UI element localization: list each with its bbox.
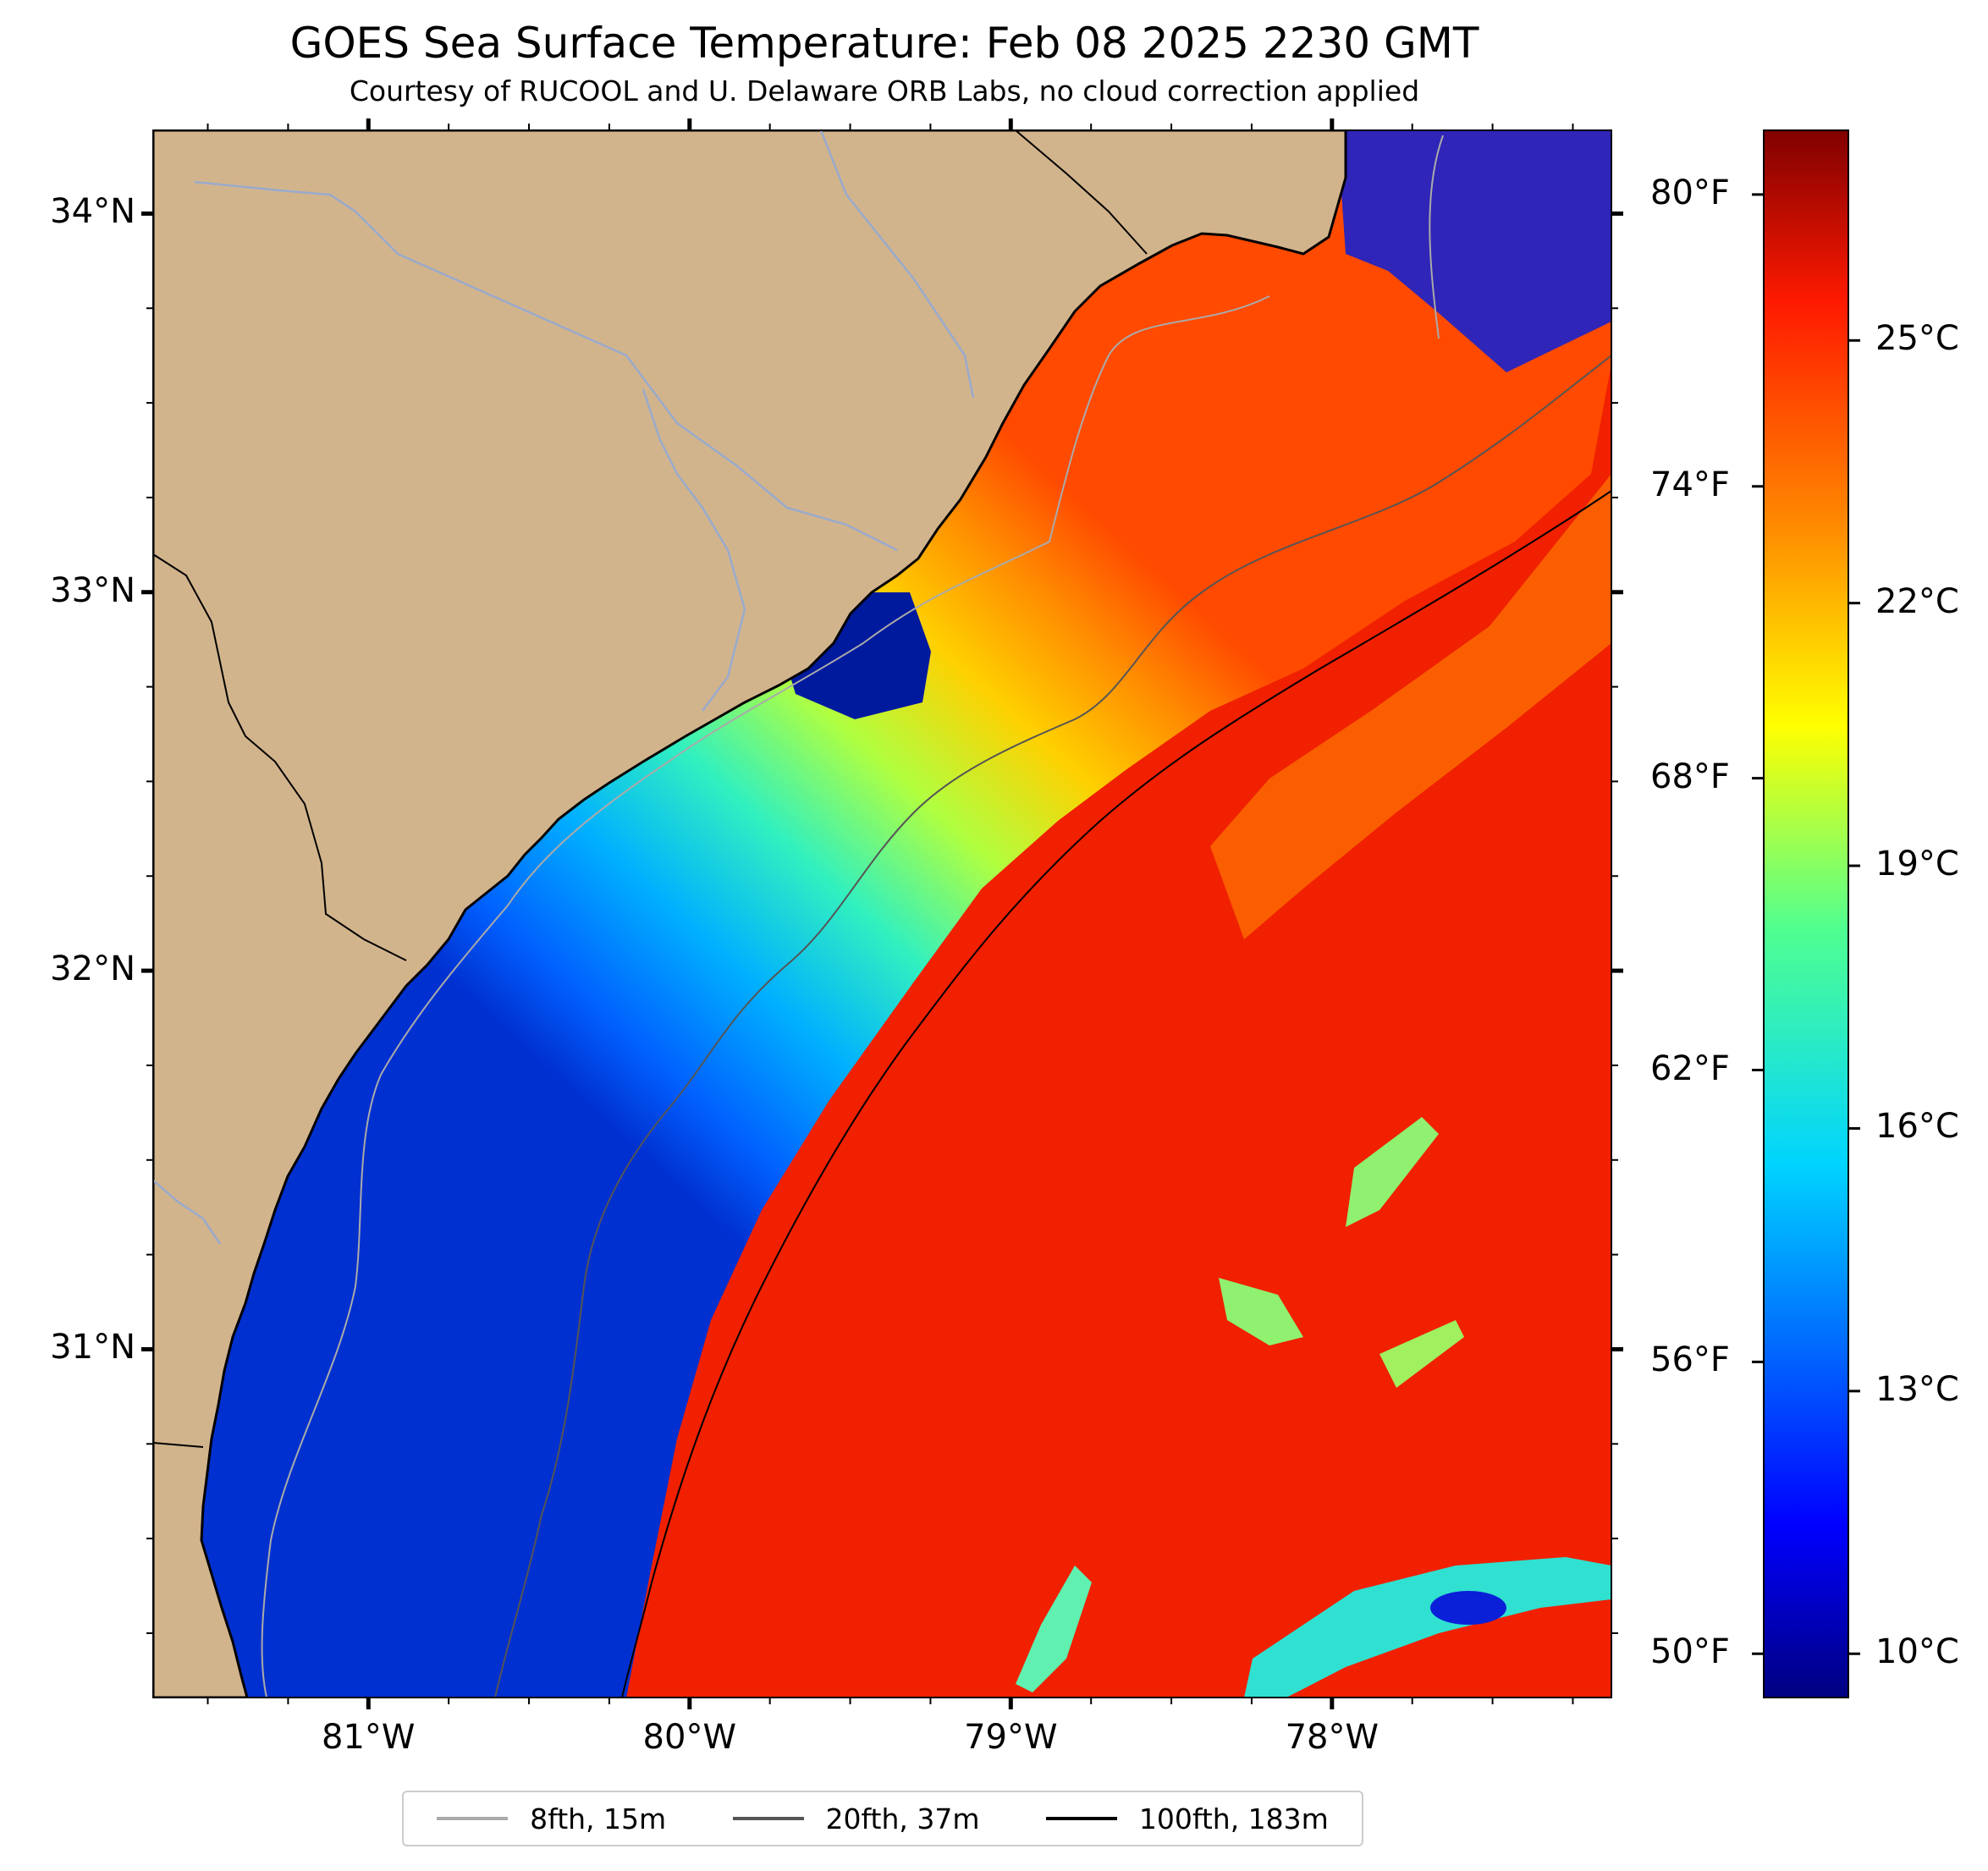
cool-filament [1016,1566,1092,1692]
land-mass [153,130,1347,1698]
colorbar-c-label: 10°C [1875,1632,1959,1672]
isobath-20fth [494,355,1611,1698]
cool-patch-east-2 [1219,1278,1303,1345]
colorbar [1763,129,1849,1698]
lat-tick-label: 31°N [50,1328,135,1367]
lon-tick-label: 78°W [1285,1718,1379,1757]
isobath-legend: 8fth, 15m 20fth, 37m 100fth, 183m [402,1791,1363,1846]
map-frame [152,129,1612,1698]
cold-northeast-water [1337,130,1611,372]
colorbar-f-label: 56°F [1650,1340,1730,1380]
state-border-1 [153,553,407,961]
cool-patch-east-3 [1379,1320,1464,1388]
colorbar-c-label: 19°C [1875,845,1959,884]
legend-swatch-8fth [437,1817,509,1820]
lat-tick-label: 33°N [50,570,135,610]
lat-tick-label: 32°N [50,949,135,989]
lon-tick-label: 81°W [322,1718,416,1757]
colorbar-c-label: 16°C [1875,1107,1959,1147]
legend-item-100fth: 100fth, 183m [1045,1802,1329,1835]
river-central [642,388,746,712]
state-border-2 [1015,130,1148,255]
colorbar-c-label: 25°C [1875,319,1959,359]
lat-tick-label: 34°N [50,192,135,232]
legend-swatch-20fth [732,1817,804,1820]
legend-item-8fth: 8fth, 15m [437,1802,666,1835]
colorbar-c-label: 22°C [1875,581,1959,621]
chart-title: GOES Sea Surface Temperature: Feb 08 202… [289,19,1479,68]
cool-patch-east-1 [1346,1117,1439,1227]
colorbar-c-label: 13°C [1875,1369,1959,1409]
colorbar-f-label: 68°F [1650,757,1730,796]
lon-tick-label: 80°W [642,1718,736,1757]
legend-label-8fth: 8fth, 15m [530,1802,667,1835]
legend-item-20fth: 20fth, 37m [732,1802,980,1835]
isobath-100fth [621,490,1611,1698]
cool-eddy-southeast [1244,1557,1611,1698]
chart-subtitle: Courtesy of RUCOOL and U. Delaware ORB L… [349,74,1420,107]
map-area [153,130,1611,1698]
cold-core-southeast [1430,1591,1506,1625]
axis-ticks [141,118,1623,1709]
legend-swatch-100fth [1045,1817,1117,1820]
river-north [194,180,898,552]
river-south [153,1180,222,1245]
isobath-8fth [261,135,1444,1698]
colorbar-f-label: 80°F [1650,173,1730,212]
colorbar-f-label: 62°F [1650,1048,1730,1088]
offshore-band-orange [1210,474,1611,939]
lon-tick-label: 79°W [964,1718,1058,1757]
river-upper [819,130,975,399]
legend-label-100fth: 100fth, 183m [1138,1802,1329,1835]
colorbar-ticks [1752,193,1860,1655]
state-border-3 [153,1442,204,1448]
legend-label-20fth: 20fth, 37m [825,1802,980,1835]
colorbar-f-label: 50°F [1650,1632,1730,1672]
colorbar-f-label: 74°F [1650,465,1730,504]
